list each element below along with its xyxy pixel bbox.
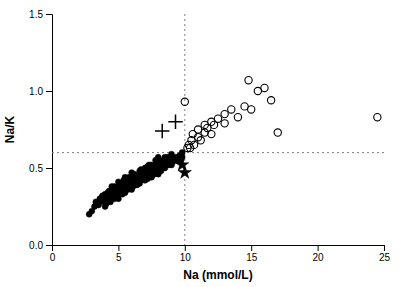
x-tick: 5: [116, 245, 122, 263]
x-tick-label: 25: [379, 252, 391, 263]
x-tick: 20: [313, 245, 325, 263]
series-open-circle: [181, 77, 381, 152]
y-tick-mark: [46, 245, 52, 246]
y-tick-label: 0.5: [29, 163, 43, 174]
chart: 0 5 10 15 20 25 0.0 0.5 1.0 1.5 Na (mmol/L) Na/K: [0, 0, 400, 287]
point-open-circle: [208, 130, 215, 137]
y-axis: 0.0 0.5 1.0 1.5: [29, 9, 52, 251]
point-open-circle: [274, 129, 281, 136]
point-open-circle: [214, 115, 221, 122]
x-tick: 25: [379, 245, 391, 263]
x-tick-mark: [185, 245, 186, 251]
x-tick-mark: [118, 245, 119, 251]
y-tick: 1.5: [29, 9, 52, 20]
point-open-circle: [234, 114, 241, 121]
point-open-circle: [221, 110, 228, 117]
marks: [52, 14, 384, 245]
y-tick-mark: [46, 91, 52, 92]
x-tick-mark: [251, 245, 252, 251]
x-axis: 0 5 10 15 20 25: [50, 245, 391, 263]
x-axis-title: Na (mmol/L): [183, 268, 252, 282]
x-axis-line: [53, 246, 385, 252]
x-tick: 10: [180, 245, 192, 263]
horizontal-reference-line: [52, 152, 384, 153]
point-open-circle: [221, 120, 228, 127]
x-tick-label: 10: [180, 252, 192, 263]
x-tick-label: 20: [313, 252, 325, 263]
x-tick-label: 5: [116, 252, 122, 263]
x-tick-label: 15: [246, 252, 258, 263]
point-open-circle: [267, 97, 274, 104]
point-open-circle: [261, 84, 268, 91]
y-tick-label: 1.5: [29, 9, 43, 20]
y-tick: 0.0: [29, 240, 52, 251]
vertical-reference-line: [184, 14, 185, 245]
series-star: [175, 158, 191, 178]
y-tick-label: 0.0: [29, 240, 43, 251]
y-tick-mark: [46, 168, 52, 169]
point-open-circle: [228, 106, 235, 113]
x-tick: 0: [50, 245, 56, 263]
series-circle: [86, 150, 185, 218]
x-tick-mark: [384, 245, 385, 251]
point-plus: [155, 124, 169, 138]
y-tick-mark: [46, 14, 52, 15]
y-tick-label: 1.0: [29, 86, 43, 97]
y-axis-line: [46, 15, 53, 246]
point-open-circle: [181, 98, 188, 105]
point-star: [175, 158, 188, 171]
point-open-circle: [245, 77, 252, 84]
y-tick: 1.0: [29, 86, 52, 97]
plot-area: 0 5 10 15 20 25 0.0 0.5 1.0 1.5 Na (mmol/L) Na/K: [3, 9, 390, 282]
x-tick: 15: [246, 245, 258, 263]
y-axis-title: Na/K: [3, 115, 17, 143]
point-open-circle: [197, 137, 204, 144]
y-tick: 0.5: [29, 163, 52, 174]
point-plus: [168, 115, 182, 129]
point-open-circle: [374, 114, 381, 121]
point-star: [178, 166, 191, 179]
point-open-circle: [248, 106, 255, 113]
point-open-circle: [190, 141, 197, 148]
series-plus: [155, 115, 183, 139]
x-tick-mark: [318, 245, 319, 251]
x-tick-label: 0: [50, 252, 56, 263]
